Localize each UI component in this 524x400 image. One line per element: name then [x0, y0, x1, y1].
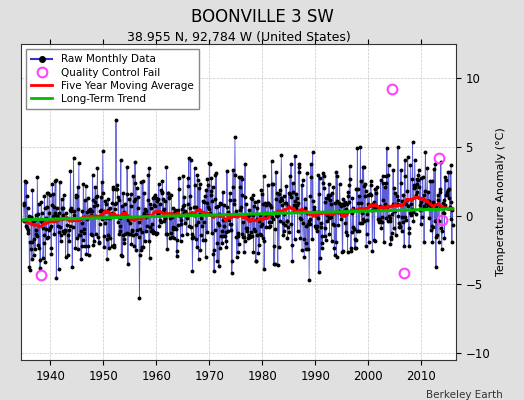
Legend: Raw Monthly Data, Quality Control Fail, Five Year Moving Average, Long-Term Tren: Raw Monthly Data, Quality Control Fail, … [26, 49, 199, 109]
Text: Berkeley Earth: Berkeley Earth [427, 390, 503, 400]
Y-axis label: Temperature Anomaly (°C): Temperature Anomaly (°C) [496, 128, 506, 276]
Title: 38.955 N, 92.784 W (United States): 38.955 N, 92.784 W (United States) [126, 31, 351, 44]
Text: BOONVILLE 3 SW: BOONVILLE 3 SW [191, 8, 333, 26]
